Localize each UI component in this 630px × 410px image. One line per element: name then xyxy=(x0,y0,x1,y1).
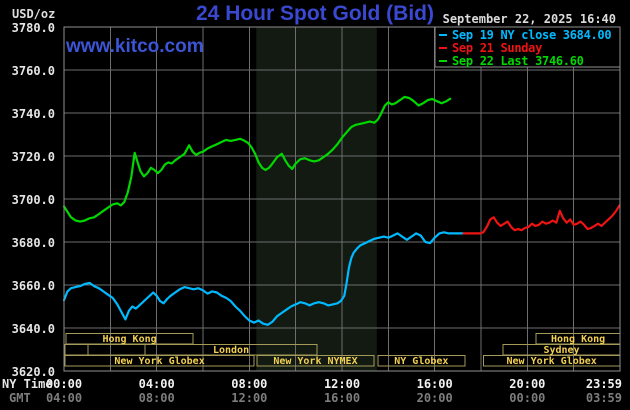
legend-entry: Sep 22 Last 3746.60 xyxy=(439,54,621,68)
y-tick-label: 3780.0 xyxy=(11,20,55,35)
ny-time-tick-label: 04:00 xyxy=(138,377,175,391)
session-label: Hong Kong xyxy=(102,334,156,345)
y-tick-label: 3740.0 xyxy=(11,106,55,121)
datetime-label: September 22, 2025 16:40 xyxy=(442,12,616,26)
session-box xyxy=(87,344,146,356)
legend-label: Sep 22 Last 3746.60 xyxy=(452,54,584,68)
series-line-sep-19-ny-close xyxy=(62,231,465,326)
page-title: 24 Hour Spot Gold (Bid) xyxy=(196,2,434,25)
session-label: New York NYMEX xyxy=(273,356,357,367)
legend: Sep 19 NY close 3684.00 Sep 21 Sunday Sep … xyxy=(439,28,621,68)
session-label: Sydney xyxy=(543,345,579,356)
y-tick-label: 3620.0 xyxy=(11,364,55,379)
legend-marker-dash xyxy=(439,34,447,36)
ny-time-tick-label: 08:00 xyxy=(231,377,268,391)
gmt-tick-label: 16:00 xyxy=(323,391,361,405)
session-label: London xyxy=(213,345,249,356)
session-box xyxy=(64,344,89,356)
kitco-watermark-link[interactable]: www.kitco.com xyxy=(66,36,204,57)
ny-time-tick-label: 23:59 xyxy=(585,377,622,391)
gmt-tick-label: 20:00 xyxy=(416,391,453,405)
legend-entry: Sep 19 NY close 3684.00 xyxy=(439,28,621,42)
session-label: New York Globex xyxy=(114,356,204,367)
session-box xyxy=(377,355,466,367)
session-label: Hong Kong xyxy=(551,334,605,345)
ny-time-tick-label: 12:00 xyxy=(323,377,361,391)
gmt-tick-label: 03:59 xyxy=(585,391,622,405)
y-tick-label: 3640.0 xyxy=(11,321,55,336)
session-label: NY Globex xyxy=(394,356,448,367)
plot-frame xyxy=(63,26,621,372)
y-tick-label: 3660.0 xyxy=(11,278,55,293)
ny-time-axis-label: NY Time xyxy=(2,377,53,391)
gmt-tick-label: 08:00 xyxy=(138,391,175,405)
y-tick-label: 3700.0 xyxy=(11,192,55,207)
legend-entry: Sep 21 Sunday xyxy=(439,41,621,55)
legend-marker-dash xyxy=(439,60,447,62)
y-axis-unit-label: USD/oz xyxy=(12,7,56,21)
y-tick-label: 3720.0 xyxy=(11,149,55,164)
series-line-sep-21-sunday xyxy=(462,204,621,235)
gmt-tick-label: 04:00 xyxy=(45,391,83,405)
legend-label: Sep 19 NY close 3684.00 xyxy=(452,28,612,42)
gmt-tick-label: 00:00 xyxy=(509,391,546,405)
ny-time-tick-label: 16:00 xyxy=(416,377,453,391)
gmt-tick-label: 12:00 xyxy=(231,391,268,405)
session-box xyxy=(256,355,375,367)
y-tick-label: 3680.0 xyxy=(11,235,55,250)
legend-marker-dash xyxy=(439,47,447,49)
y-tick-label: 3760.0 xyxy=(11,63,55,78)
ny-time-tick-label: 20:00 xyxy=(509,377,546,391)
session-label: New York Globex xyxy=(507,356,597,367)
session-box xyxy=(64,355,255,367)
series-line-sep-22-last xyxy=(62,95,452,223)
legend-label: Sep 21 Sunday xyxy=(452,41,543,55)
ny-time-tick-label: 00:00 xyxy=(45,377,83,391)
gmt-axis-label: GMT xyxy=(9,391,31,405)
